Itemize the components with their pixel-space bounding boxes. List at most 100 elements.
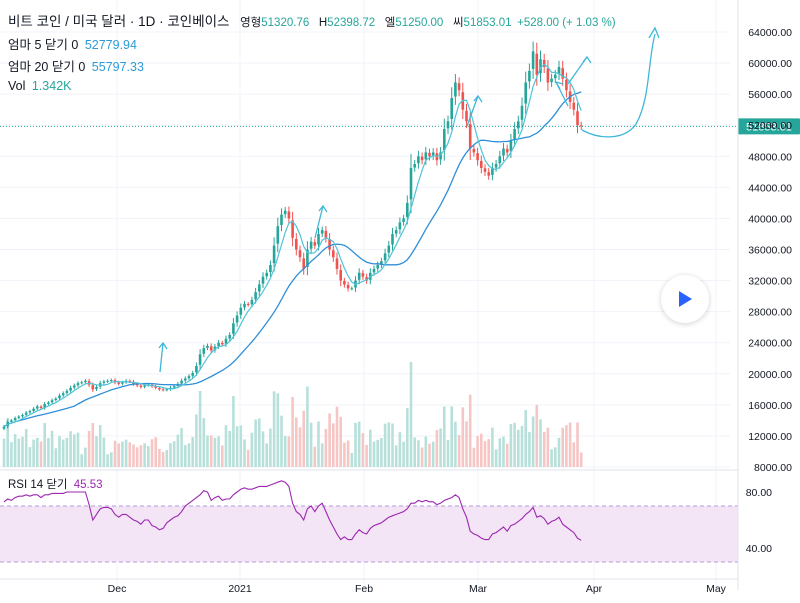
volume-bar bbox=[561, 427, 564, 467]
rsi-line bbox=[3, 480, 582, 541]
annotation-arrow bbox=[314, 205, 324, 239]
volume-bar bbox=[417, 440, 420, 467]
candle-body bbox=[287, 211, 291, 219]
volume-bar bbox=[406, 408, 409, 467]
candle-body bbox=[73, 385, 76, 388]
volume-bar bbox=[24, 429, 28, 467]
volume-bar bbox=[306, 386, 309, 467]
last-price-label: 51853.01 bbox=[746, 121, 792, 133]
volume-bar bbox=[195, 414, 198, 467]
rsi-legend[interactable]: RSI 14 닫기 45.53 bbox=[8, 476, 106, 492]
volume-bar bbox=[280, 415, 283, 467]
candle-body bbox=[143, 385, 146, 387]
volume-bar bbox=[124, 439, 128, 467]
candle-body bbox=[261, 276, 265, 284]
candle-body bbox=[309, 241, 313, 249]
ma20-legend[interactable]: 엄마 20 닫기 0 55797.33 bbox=[8, 56, 147, 75]
candle-body bbox=[428, 152, 431, 157]
ma20-path bbox=[3, 91, 582, 428]
volume-bar bbox=[550, 449, 553, 467]
candle-body bbox=[313, 242, 317, 246]
volume-bar bbox=[539, 419, 542, 467]
candle-body bbox=[483, 168, 487, 172]
ma20-line bbox=[3, 91, 582, 428]
candle-body bbox=[454, 82, 457, 97]
play-button[interactable] bbox=[661, 275, 709, 323]
volume-bar bbox=[95, 436, 98, 467]
candle-body bbox=[58, 395, 61, 399]
volume-bar bbox=[350, 453, 354, 467]
candle-body bbox=[328, 239, 331, 250]
volume-bar bbox=[232, 396, 235, 467]
ma5-value: 52779.94 bbox=[84, 38, 137, 52]
volume-bar bbox=[517, 429, 520, 467]
candle-body bbox=[80, 382, 83, 384]
candle-body bbox=[380, 261, 383, 265]
candle-body bbox=[394, 230, 398, 234]
rsi-tick-label: 40.00 bbox=[746, 543, 772, 555]
candle-body bbox=[457, 83, 461, 91]
volume-bar bbox=[343, 442, 346, 467]
candle-body bbox=[565, 79, 568, 91]
candle-body bbox=[391, 233, 394, 245]
price-tick-label: 16000.00 bbox=[748, 400, 792, 412]
vol-value: 1.342K bbox=[31, 79, 72, 93]
volume-bar bbox=[47, 437, 50, 467]
volume-bar bbox=[365, 444, 368, 467]
candle-body bbox=[542, 59, 546, 67]
volume-bar bbox=[383, 423, 387, 467]
volume-bar bbox=[58, 436, 61, 467]
volume-bar bbox=[546, 427, 550, 467]
candle-body bbox=[221, 342, 224, 345]
volume-bar bbox=[69, 431, 72, 467]
candle-body bbox=[246, 303, 250, 305]
volume-bar bbox=[43, 423, 46, 467]
volume-bar bbox=[332, 423, 335, 467]
candle-body bbox=[276, 226, 280, 244]
candle-body bbox=[535, 53, 539, 75]
candle-body bbox=[191, 373, 194, 376]
candle-body bbox=[128, 380, 132, 382]
volume-bar bbox=[224, 425, 228, 467]
volume-bar bbox=[454, 421, 457, 467]
close-label: 씨 bbox=[452, 17, 464, 29]
candle-body bbox=[69, 387, 72, 391]
volume-bar bbox=[139, 445, 143, 467]
ma5-legend[interactable]: 엄마 5 닫기 0 52779.94 bbox=[8, 34, 140, 53]
volume-bar bbox=[502, 436, 505, 467]
candle-body bbox=[232, 323, 235, 334]
volume-bar bbox=[376, 439, 379, 467]
candle-body bbox=[180, 380, 183, 384]
time-tick-label: Mar bbox=[469, 583, 488, 595]
volume-bar bbox=[135, 447, 139, 467]
candle-body bbox=[361, 273, 365, 277]
candle-body bbox=[269, 265, 272, 273]
candle-body bbox=[476, 153, 479, 161]
volume-legend[interactable]: Vol 1.342K bbox=[8, 79, 75, 93]
candle-body bbox=[291, 220, 294, 238]
candle-body bbox=[198, 354, 202, 365]
volume-bar bbox=[184, 445, 187, 467]
candle-body bbox=[217, 342, 220, 347]
candle-body bbox=[39, 406, 43, 408]
volume-bar bbox=[269, 428, 272, 467]
candle-body bbox=[498, 156, 502, 164]
time-tick-label: Dec bbox=[108, 583, 127, 595]
price-tick-label: 36000.00 bbox=[748, 245, 792, 257]
high-value: 52398.72 bbox=[327, 17, 376, 29]
candle-body bbox=[36, 406, 39, 409]
volume-bar bbox=[295, 417, 298, 467]
price-axis: 64000.00 60000.00 56000.00 52000.00 48000.00… bbox=[737, 0, 792, 590]
rsi-tick-label: 80.00 bbox=[746, 487, 772, 499]
volume-bar bbox=[121, 441, 124, 467]
volume-bar bbox=[542, 431, 546, 467]
volume-bar bbox=[202, 418, 206, 467]
rsi-band bbox=[0, 506, 738, 562]
candle-body bbox=[413, 164, 416, 168]
candle-body bbox=[505, 148, 509, 153]
time-tick-label: Feb bbox=[355, 583, 373, 595]
change-value: +528.00 (+ 1.03 %) bbox=[517, 17, 616, 29]
volume-bar bbox=[187, 443, 191, 467]
